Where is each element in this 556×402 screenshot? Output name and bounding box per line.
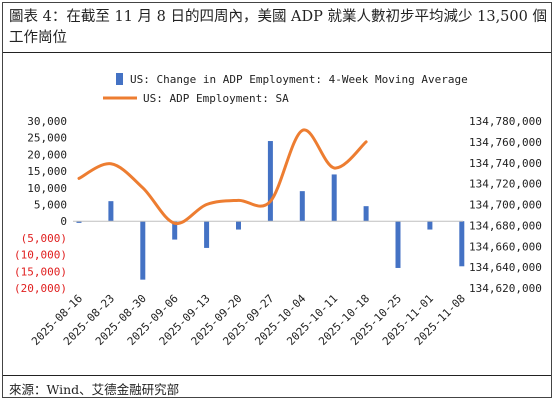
legend-label-bar: US: Change in ADP Employment: 4-Week Mov… — [130, 73, 468, 86]
bar — [427, 221, 433, 230]
left-tick-label: 0 — [60, 215, 67, 228]
bar — [299, 191, 305, 222]
chart: US: Change in ADP Employment: 4-Week Mov… — [14, 73, 542, 348]
series-line — [77, 128, 368, 225]
left-tick-label: 15,000 — [27, 165, 67, 178]
right-tick-label: 134,640,000 — [469, 261, 542, 274]
left-tick-label: 20,000 — [27, 148, 67, 161]
legend: US: Change in ADP Employment: 4-Week Mov… — [103, 73, 468, 105]
line-series — [77, 128, 368, 225]
right-tick-label: 134,760,000 — [469, 136, 542, 149]
bar — [172, 221, 178, 240]
figure-frame: 圖表 4：在截至 11 月 8 日的四周內，美國 ADP 就業人數初步平均減少 … — [2, 2, 552, 398]
bar — [363, 206, 369, 222]
left-tick-label: (10,000) — [14, 249, 67, 262]
bar — [267, 141, 273, 222]
right-tick-label: 134,620,000 — [469, 282, 542, 295]
x-axis-labels: 2025-08-162025-08-232025-08-302025-09-06… — [29, 292, 468, 348]
legend-label-line: US: ADP Employment: SA — [143, 92, 289, 105]
right-tick-label: 134,660,000 — [469, 240, 542, 253]
chart-title: 圖表 4：在截至 11 月 8 日的四周內，美國 ADP 就業人數初步平均減少 … — [9, 9, 547, 46]
bar — [76, 221, 82, 223]
left-tick-label: (20,000) — [14, 282, 67, 295]
bar — [236, 221, 241, 230]
bar — [204, 221, 210, 248]
bar-series — [76, 141, 465, 280]
left-axis: 30,000 25,000 20,000 15,000 10,000 5,000 0 (5,0… — [14, 115, 67, 295]
left-tick-label: (5,000) — [21, 232, 67, 245]
right-tick-label: 134,740,000 — [469, 157, 542, 170]
left-tick-label: 5,000 — [34, 199, 67, 212]
left-tick-label: 10,000 — [27, 182, 67, 195]
right-tick-label: 134,700,000 — [469, 199, 542, 212]
bar — [459, 221, 465, 267]
right-tick-label: 134,780,000 — [469, 115, 542, 128]
left-tick-label: 30,000 — [27, 115, 67, 128]
bar — [140, 221, 146, 280]
bar — [108, 201, 114, 222]
right-tick-label: 134,680,000 — [469, 219, 542, 232]
bar — [331, 174, 337, 222]
title-divider — [3, 52, 551, 53]
right-axis: 134,780,000 134,760,000 134,740,000 134,720… — [469, 115, 542, 295]
bar — [395, 221, 401, 268]
left-tick-label: 25,000 — [27, 132, 67, 145]
left-tick-label: (15,000) — [14, 265, 67, 278]
right-tick-label: 134,720,000 — [469, 178, 542, 191]
legend-bar-swatch — [116, 73, 123, 85]
source-note: 來源：Wind、艾德金融研究部 — [9, 382, 180, 397]
source-divider — [3, 375, 551, 376]
